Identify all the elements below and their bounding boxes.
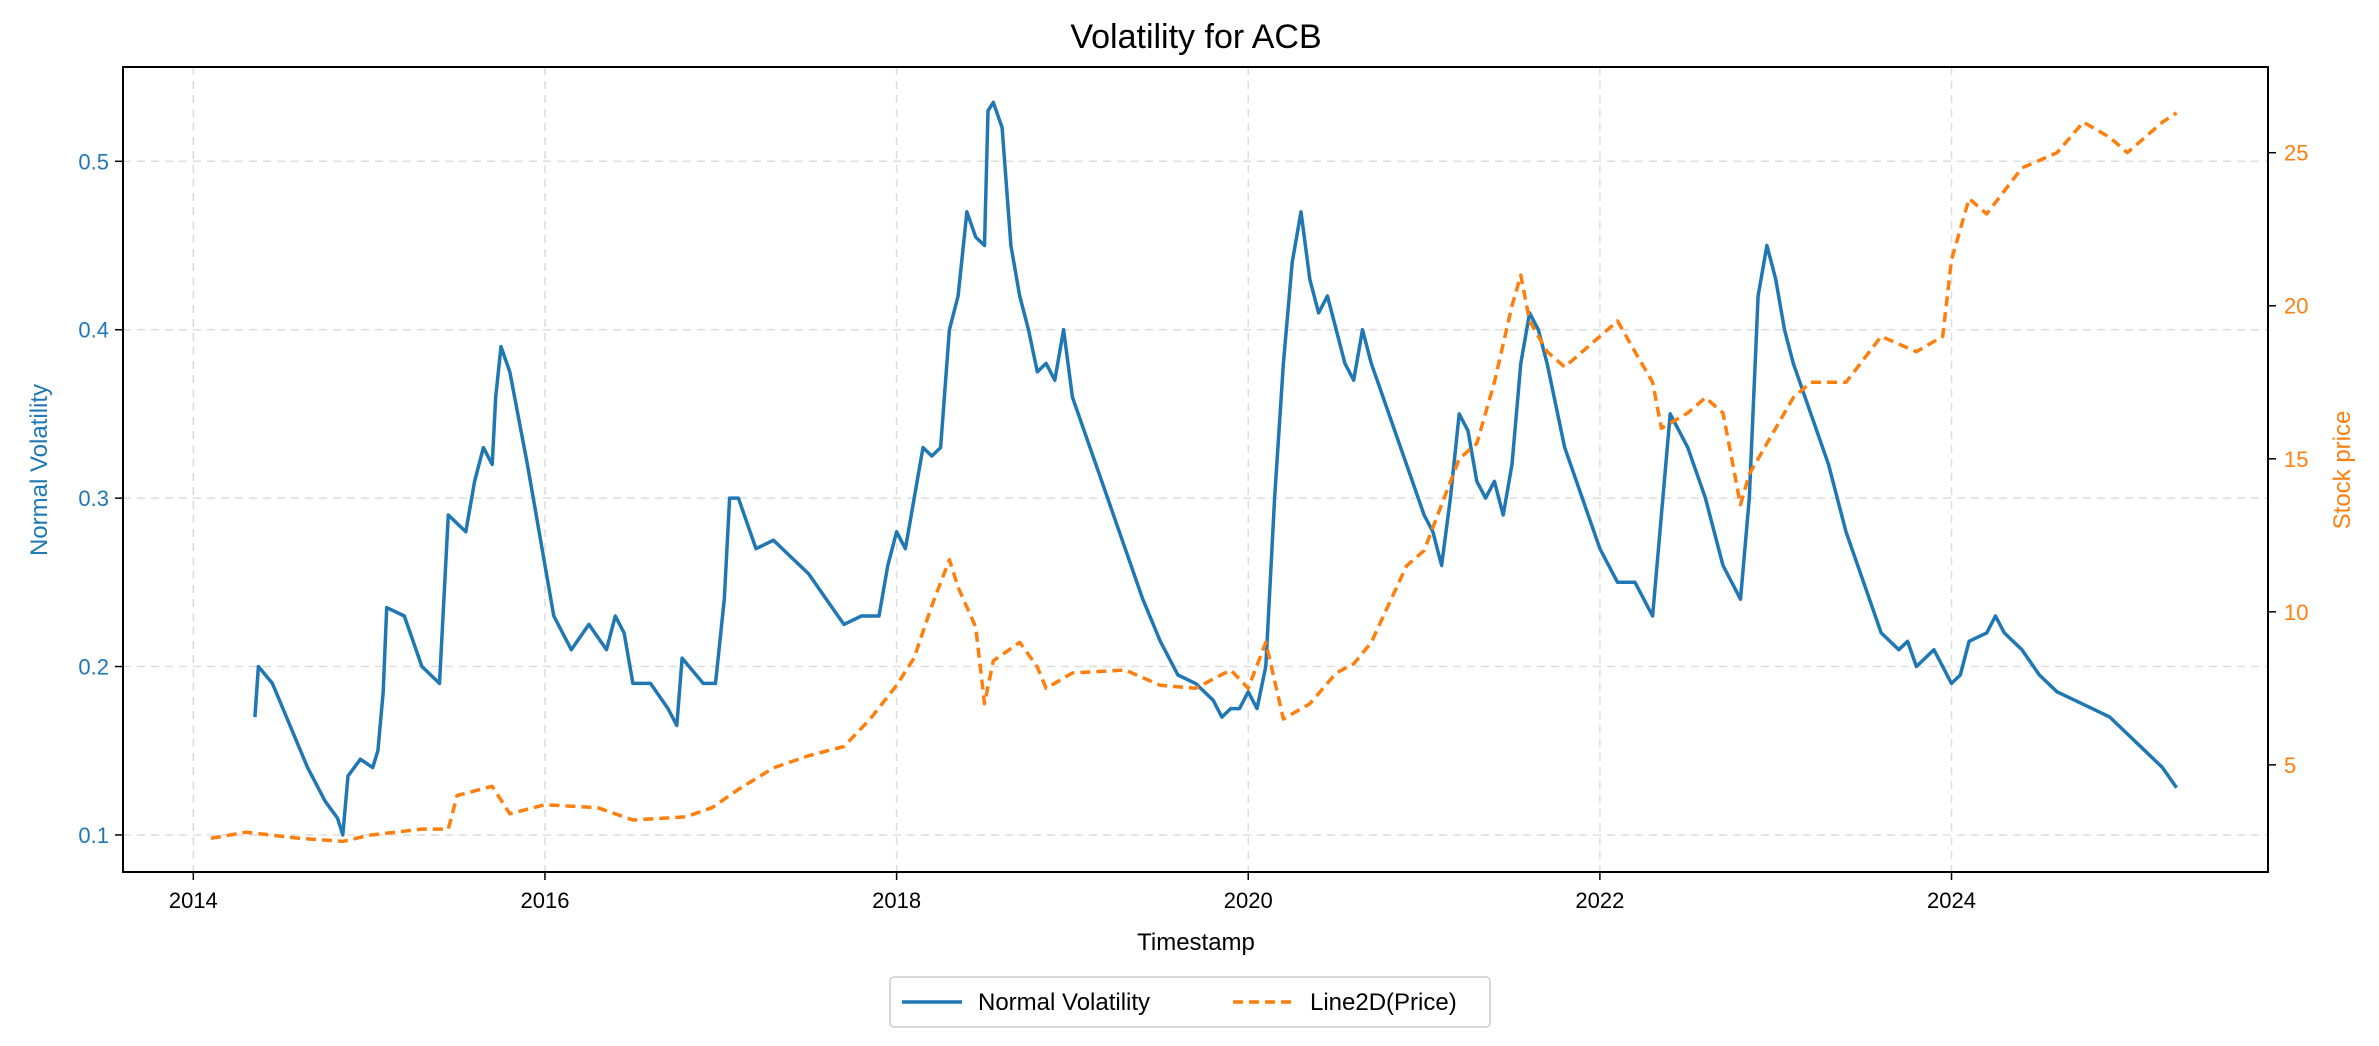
left-y-tick-label: 0.2 xyxy=(78,655,109,680)
chart-title: Volatility for ACB xyxy=(1070,18,1321,56)
right-y-tick-label: 25 xyxy=(2284,141,2308,166)
x-tick-label: 2024 xyxy=(1927,888,1976,913)
x-tick-label: 2022 xyxy=(1575,888,1624,913)
volatility-line xyxy=(253,100,2179,837)
plot-area-frame xyxy=(122,66,2269,873)
x-tick-label: 2014 xyxy=(169,888,218,913)
x-axis-ticks: 2014 2016 2018 2020 2022 2024 xyxy=(169,872,1976,913)
x-axis-label: Timestamp xyxy=(1137,929,1255,956)
right-y-tick-label: 5 xyxy=(2284,753,2296,778)
legend-box xyxy=(889,976,1491,1028)
grid-lines xyxy=(123,67,2268,872)
left-y-tick-label: 0.4 xyxy=(78,318,109,343)
right-y-axis-label: Stock price xyxy=(2329,411,2356,530)
x-tick-label: 2016 xyxy=(520,888,569,913)
x-tick-label: 2020 xyxy=(1224,888,1273,913)
left-y-tick-label: 0.1 xyxy=(78,823,109,848)
legend-label-price: Line2D(Price) xyxy=(1310,989,1457,1016)
legend-label-volatility: Normal Volatility xyxy=(978,989,1150,1016)
left-y-tick-label: 0.3 xyxy=(78,486,109,511)
legend: Normal Volatility Line2D(Price) xyxy=(889,976,1491,1028)
series-layer xyxy=(210,100,2179,844)
left-y-axis-label: Normal Volatility xyxy=(26,384,53,556)
right-y-tick-label: 10 xyxy=(2284,600,2308,625)
x-tick-label: 2018 xyxy=(872,888,921,913)
left-y-axis-ticks: 0.1 0.2 0.3 0.4 0.5 xyxy=(78,149,123,848)
left-y-tick-label: 0.5 xyxy=(78,149,109,174)
right-y-tick-label: 15 xyxy=(2284,447,2308,472)
right-y-tick-label: 20 xyxy=(2284,294,2308,319)
right-y-axis-ticks: 5 10 15 20 25 xyxy=(2268,141,2308,778)
price-line xyxy=(210,111,2178,844)
